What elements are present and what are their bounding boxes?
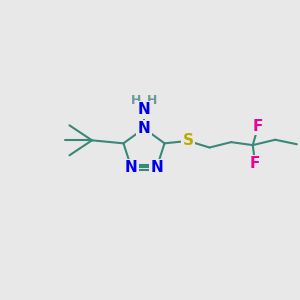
Text: N: N [150, 160, 163, 175]
Text: F: F [253, 119, 263, 134]
Text: N: N [138, 102, 150, 117]
Text: H: H [147, 94, 157, 107]
Text: H: H [131, 94, 141, 107]
Text: S: S [182, 134, 194, 148]
Text: N: N [125, 160, 138, 175]
Text: N: N [138, 121, 150, 136]
Text: F: F [250, 156, 260, 171]
